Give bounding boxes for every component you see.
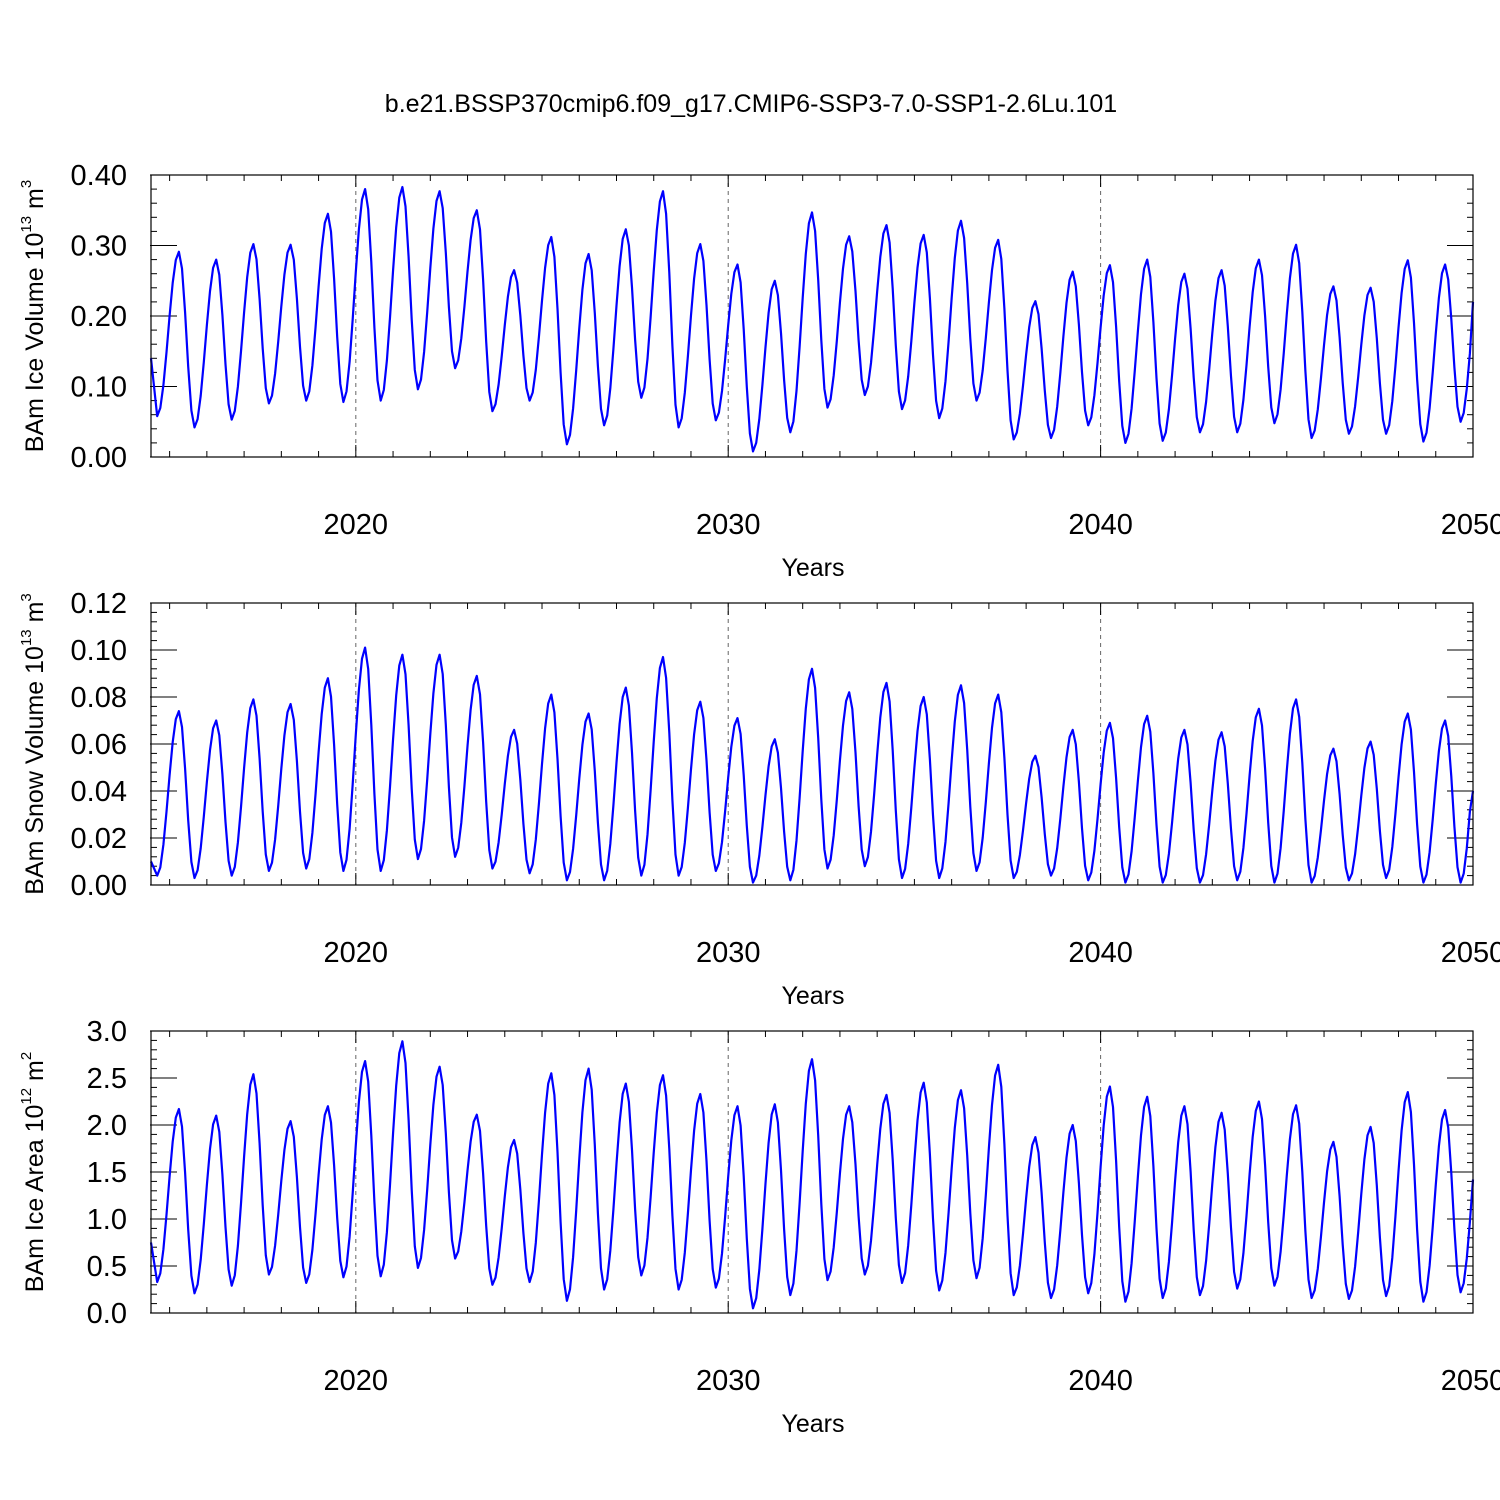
series-line-ice-volume — [149, 185, 1475, 453]
y-tick-label: 0.04 — [71, 776, 127, 808]
x-tick-label: 2030 — [696, 937, 761, 969]
y-tick-label: 3.0 — [87, 1016, 127, 1048]
x-tick-label: 2040 — [1068, 1365, 1133, 1397]
x-tick-label: 2030 — [696, 1365, 761, 1397]
y-tick-label: 0.10 — [71, 372, 127, 404]
y-tick-label: 0.12 — [71, 588, 127, 620]
y-tick-label: 0.10 — [71, 635, 127, 667]
y-tick-label: 2.5 — [87, 1063, 127, 1095]
x-tick-label: 2050 — [1441, 509, 1500, 541]
y-tick-label: 0.02 — [71, 823, 127, 855]
y-tick-label: 0.5 — [87, 1251, 127, 1283]
x-axis-title: Years — [781, 1410, 844, 1438]
x-tick-label: 2020 — [324, 937, 389, 969]
panel-ice-volume: 0.00 0.10 0.20 0.30 0.40 2020 2030 2040 2050 Year… — [18, 160, 1500, 582]
series-line-ice-area — [149, 1040, 1475, 1310]
x-tick-label: 2040 — [1068, 937, 1133, 969]
y-tick-label: 0.40 — [71, 160, 127, 192]
x-tick-label: 2040 — [1068, 509, 1133, 541]
y-tick-label: 0.0 — [87, 1298, 127, 1330]
plot-frame — [150, 174, 1474, 458]
panel-snow-volume: 0.00 0.02 0.04 0.06 0.08 0.10 0.12 2020 2030 2040… — [18, 588, 1500, 1010]
y-tick-label: 0.20 — [71, 301, 127, 333]
y-tick-label: 0.06 — [71, 729, 127, 761]
plot-frame — [150, 602, 1474, 886]
x-tick-label: 2030 — [696, 509, 761, 541]
y-tick-label: 0.00 — [71, 442, 127, 474]
y-tick-label: 0.30 — [71, 231, 127, 263]
series-line-snow-volume — [149, 646, 1475, 884]
y-axis-title: BAm Ice Area 1012 m2 — [18, 1052, 49, 1292]
y-axis-title: BAm Snow Volume 1013 m3 — [18, 593, 49, 895]
y-tick-label: 1.5 — [87, 1157, 127, 1189]
plot-frame — [150, 1030, 1474, 1314]
panels: 0.00 0.10 0.20 0.30 0.40 2020 2030 2040 2050 Year… — [18, 160, 1500, 1438]
y-tick-label: 1.0 — [87, 1204, 127, 1236]
x-tick-label: 2050 — [1441, 1365, 1500, 1397]
y-tick-label: 2.0 — [87, 1110, 127, 1142]
y-tick-label: 0.00 — [71, 870, 127, 902]
chart-title: b.e21.BSSP370cmip6.f09_g17.CMIP6-SSP3-7.… — [385, 90, 1117, 118]
panel-ice-area: 0.0 0.5 1.0 1.5 2.0 2.5 3.0 2020 2030 2040 2050 Yea… — [18, 1016, 1500, 1438]
y-tick-label: 0.08 — [71, 682, 127, 714]
x-axis-title: Years — [781, 982, 844, 1010]
x-axis-title: Years — [781, 554, 844, 582]
x-tick-label: 2050 — [1441, 937, 1500, 969]
x-tick-label: 2020 — [324, 1365, 389, 1397]
y-axis-title: BAm Ice Volume 1013 m3 — [18, 180, 49, 452]
x-tick-label: 2020 — [324, 509, 389, 541]
